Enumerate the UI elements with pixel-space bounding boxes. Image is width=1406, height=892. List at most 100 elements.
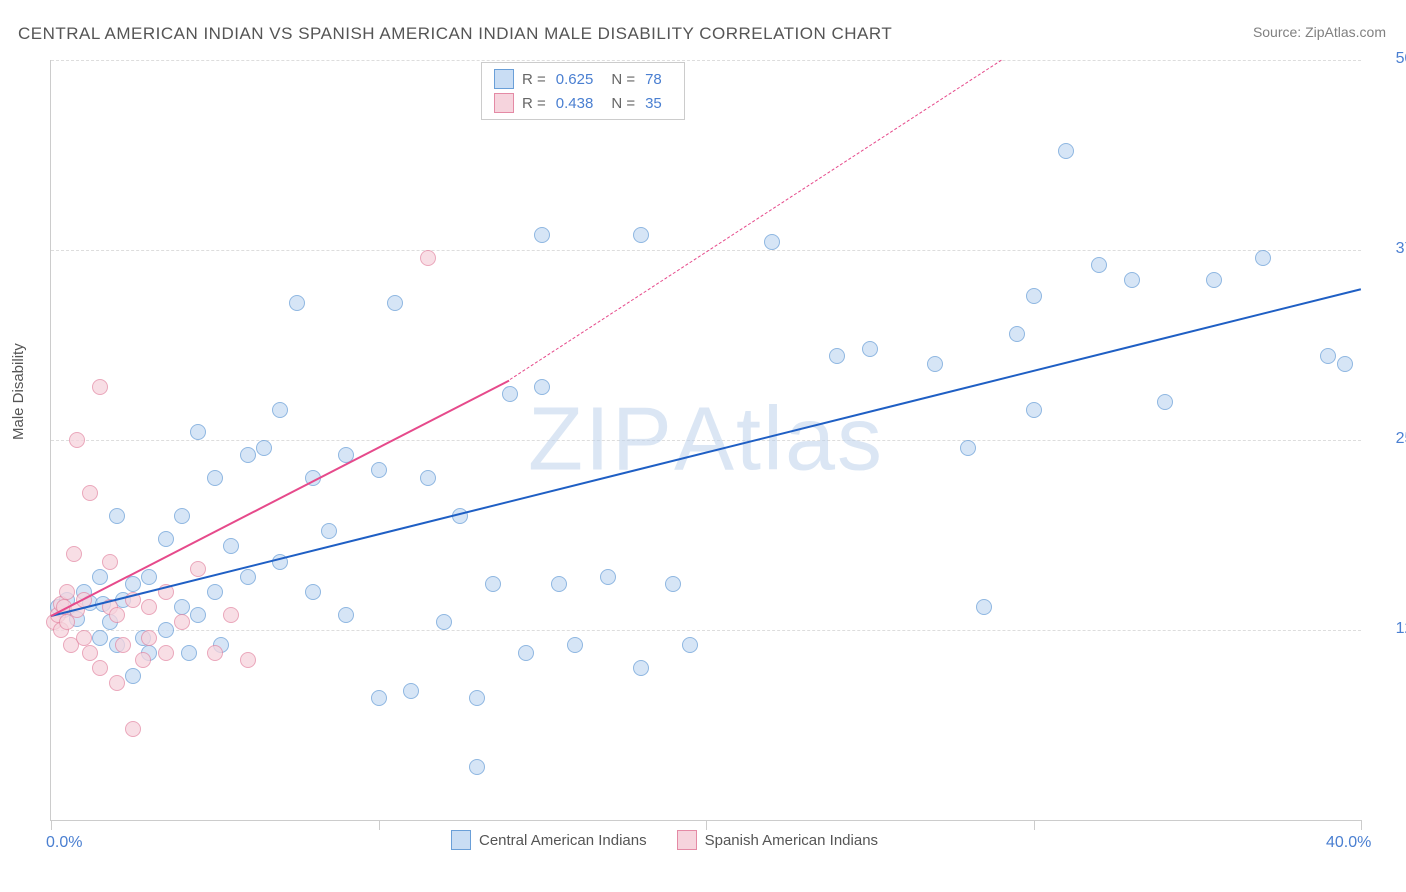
scatter-point bbox=[436, 614, 452, 630]
legend-item-1: Central American Indians bbox=[451, 830, 647, 850]
y-tick-label: 50.0% bbox=[1371, 50, 1406, 68]
legend-label-1: Central American Indians bbox=[479, 832, 647, 849]
x-tick bbox=[51, 820, 52, 830]
correlation-legend: R = 0.625 N = 78 R = 0.438 N = 35 bbox=[481, 62, 685, 120]
scatter-point bbox=[600, 569, 616, 585]
scatter-point bbox=[518, 645, 534, 661]
scatter-point bbox=[92, 379, 108, 395]
x-tick bbox=[379, 820, 380, 830]
scatter-point bbox=[1157, 394, 1173, 410]
scatter-point bbox=[960, 440, 976, 456]
y-axis-label: Male Disability bbox=[10, 343, 27, 440]
scatter-point bbox=[305, 584, 321, 600]
scatter-point bbox=[102, 554, 118, 570]
source-label: Source: ZipAtlas.com bbox=[1253, 24, 1386, 40]
scatter-point bbox=[158, 645, 174, 661]
scatter-point bbox=[207, 470, 223, 486]
scatter-point bbox=[567, 637, 583, 653]
scatter-point bbox=[1026, 402, 1042, 418]
scatter-point bbox=[420, 250, 436, 266]
scatter-point bbox=[174, 599, 190, 615]
scatter-point bbox=[82, 645, 98, 661]
scatter-point bbox=[207, 584, 223, 600]
gridline-h bbox=[51, 60, 1361, 61]
scatter-point bbox=[1255, 250, 1271, 266]
x-tick bbox=[1361, 820, 1362, 830]
legend-item-2: Spanish American Indians bbox=[677, 830, 878, 850]
scatter-point bbox=[115, 637, 131, 653]
scatter-point bbox=[371, 690, 387, 706]
scatter-point bbox=[1058, 143, 1074, 159]
scatter-point bbox=[66, 546, 82, 562]
y-tick-label: 37.5% bbox=[1371, 240, 1406, 258]
scatter-point bbox=[321, 523, 337, 539]
scatter-point bbox=[223, 538, 239, 554]
scatter-point bbox=[1026, 288, 1042, 304]
scatter-point bbox=[551, 576, 567, 592]
scatter-point bbox=[158, 622, 174, 638]
scatter-point bbox=[403, 683, 419, 699]
scatter-point bbox=[135, 652, 151, 668]
legend-swatch-1 bbox=[494, 69, 514, 89]
scatter-point bbox=[976, 599, 992, 615]
plot-area: ZIPAtlas R = 0.625 N = 78 R = 0.438 N = … bbox=[50, 60, 1361, 821]
scatter-point bbox=[272, 402, 288, 418]
scatter-point bbox=[92, 660, 108, 676]
scatter-point bbox=[181, 645, 197, 661]
scatter-point bbox=[829, 348, 845, 364]
scatter-point bbox=[485, 576, 501, 592]
scatter-point bbox=[125, 721, 141, 737]
scatter-point bbox=[82, 485, 98, 501]
legend-swatch-bottom-1 bbox=[451, 830, 471, 850]
scatter-point bbox=[174, 614, 190, 630]
legend-label-2: Spanish American Indians bbox=[705, 832, 878, 849]
chart-container: CENTRAL AMERICAN INDIAN VS SPANISH AMERI… bbox=[0, 0, 1406, 892]
x-tick-label: 40.0% bbox=[1326, 834, 1371, 852]
scatter-point bbox=[190, 561, 206, 577]
scatter-point bbox=[190, 607, 206, 623]
scatter-point bbox=[682, 637, 698, 653]
scatter-point bbox=[862, 341, 878, 357]
scatter-point bbox=[1009, 326, 1025, 342]
scatter-point bbox=[240, 652, 256, 668]
scatter-point bbox=[534, 227, 550, 243]
y-tick-label: 12.5% bbox=[1371, 620, 1406, 638]
scatter-point bbox=[502, 386, 518, 402]
scatter-point bbox=[256, 440, 272, 456]
scatter-point bbox=[371, 462, 387, 478]
legend-swatch-bottom-2 bbox=[677, 830, 697, 850]
scatter-point bbox=[125, 668, 141, 684]
x-tick bbox=[706, 820, 707, 830]
scatter-point bbox=[1206, 272, 1222, 288]
scatter-point bbox=[469, 759, 485, 775]
scatter-point bbox=[174, 508, 190, 524]
scatter-point bbox=[764, 234, 780, 250]
scatter-point bbox=[190, 424, 206, 440]
scatter-point bbox=[534, 379, 550, 395]
scatter-point bbox=[289, 295, 305, 311]
y-tick-label: 25.0% bbox=[1371, 430, 1406, 448]
scatter-point bbox=[387, 295, 403, 311]
scatter-point bbox=[223, 607, 239, 623]
scatter-point bbox=[469, 690, 485, 706]
scatter-point bbox=[141, 630, 157, 646]
scatter-point bbox=[109, 508, 125, 524]
gridline-h bbox=[51, 630, 1361, 631]
scatter-point bbox=[109, 675, 125, 691]
scatter-point bbox=[92, 569, 108, 585]
chart-title: CENTRAL AMERICAN INDIAN VS SPANISH AMERI… bbox=[18, 24, 892, 44]
gridline-h bbox=[51, 440, 1361, 441]
scatter-point bbox=[665, 576, 681, 592]
series-legend: Central American Indians Spanish America… bbox=[451, 830, 878, 850]
scatter-point bbox=[1091, 257, 1107, 273]
scatter-point bbox=[633, 660, 649, 676]
scatter-point bbox=[76, 630, 92, 646]
scatter-point bbox=[633, 227, 649, 243]
scatter-point bbox=[141, 569, 157, 585]
scatter-point bbox=[109, 607, 125, 623]
scatter-point bbox=[338, 607, 354, 623]
scatter-point bbox=[207, 645, 223, 661]
legend-row-series-2: R = 0.438 N = 35 bbox=[494, 91, 672, 115]
scatter-point bbox=[158, 531, 174, 547]
scatter-point bbox=[59, 584, 75, 600]
